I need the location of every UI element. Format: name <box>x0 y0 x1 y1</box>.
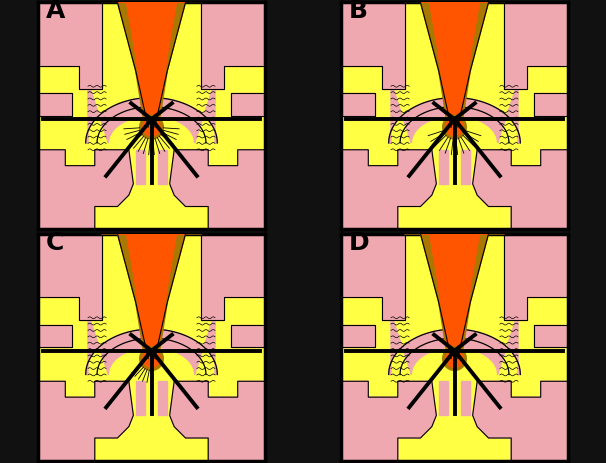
Polygon shape <box>38 150 133 229</box>
Polygon shape <box>102 2 148 127</box>
Polygon shape <box>443 347 466 370</box>
Polygon shape <box>439 382 448 415</box>
Polygon shape <box>341 325 375 347</box>
Polygon shape <box>143 119 160 136</box>
Text: B: B <box>349 0 368 23</box>
Polygon shape <box>102 234 148 358</box>
Polygon shape <box>38 382 133 461</box>
Polygon shape <box>504 2 568 88</box>
Polygon shape <box>155 2 201 127</box>
Polygon shape <box>534 325 568 347</box>
Polygon shape <box>85 313 218 375</box>
Polygon shape <box>102 234 201 358</box>
Polygon shape <box>201 2 265 88</box>
Polygon shape <box>231 325 265 347</box>
Polygon shape <box>341 2 405 88</box>
Polygon shape <box>405 2 451 127</box>
Polygon shape <box>341 150 436 229</box>
Polygon shape <box>38 325 72 347</box>
Text: C: C <box>46 231 64 255</box>
Polygon shape <box>85 81 218 143</box>
Polygon shape <box>504 234 568 320</box>
Polygon shape <box>405 234 504 358</box>
Polygon shape <box>38 93 72 116</box>
Polygon shape <box>170 150 265 229</box>
Polygon shape <box>458 234 504 358</box>
Polygon shape <box>405 2 504 127</box>
Polygon shape <box>461 382 470 415</box>
Polygon shape <box>140 347 163 370</box>
Polygon shape <box>388 313 521 375</box>
Polygon shape <box>170 382 265 461</box>
Polygon shape <box>136 382 145 415</box>
Polygon shape <box>443 115 466 139</box>
Polygon shape <box>388 81 521 143</box>
Polygon shape <box>201 234 265 320</box>
Polygon shape <box>473 150 568 229</box>
Polygon shape <box>446 350 463 367</box>
Polygon shape <box>143 350 160 367</box>
Polygon shape <box>155 234 201 358</box>
Polygon shape <box>473 382 568 461</box>
Text: A: A <box>46 0 65 23</box>
Polygon shape <box>118 234 185 358</box>
Polygon shape <box>439 150 448 184</box>
Polygon shape <box>446 119 463 136</box>
Polygon shape <box>118 2 185 127</box>
Polygon shape <box>38 234 102 320</box>
Polygon shape <box>140 115 163 139</box>
Polygon shape <box>421 234 488 358</box>
Polygon shape <box>534 93 568 116</box>
Polygon shape <box>158 382 167 415</box>
Polygon shape <box>341 93 375 116</box>
Polygon shape <box>341 382 436 461</box>
Polygon shape <box>102 2 201 127</box>
Polygon shape <box>231 93 265 116</box>
Polygon shape <box>158 150 167 184</box>
Polygon shape <box>405 234 451 358</box>
Text: D: D <box>349 231 370 255</box>
Polygon shape <box>38 2 102 88</box>
Polygon shape <box>136 150 145 184</box>
Polygon shape <box>421 2 488 127</box>
Polygon shape <box>461 150 470 184</box>
Polygon shape <box>341 234 405 320</box>
Polygon shape <box>458 2 504 127</box>
